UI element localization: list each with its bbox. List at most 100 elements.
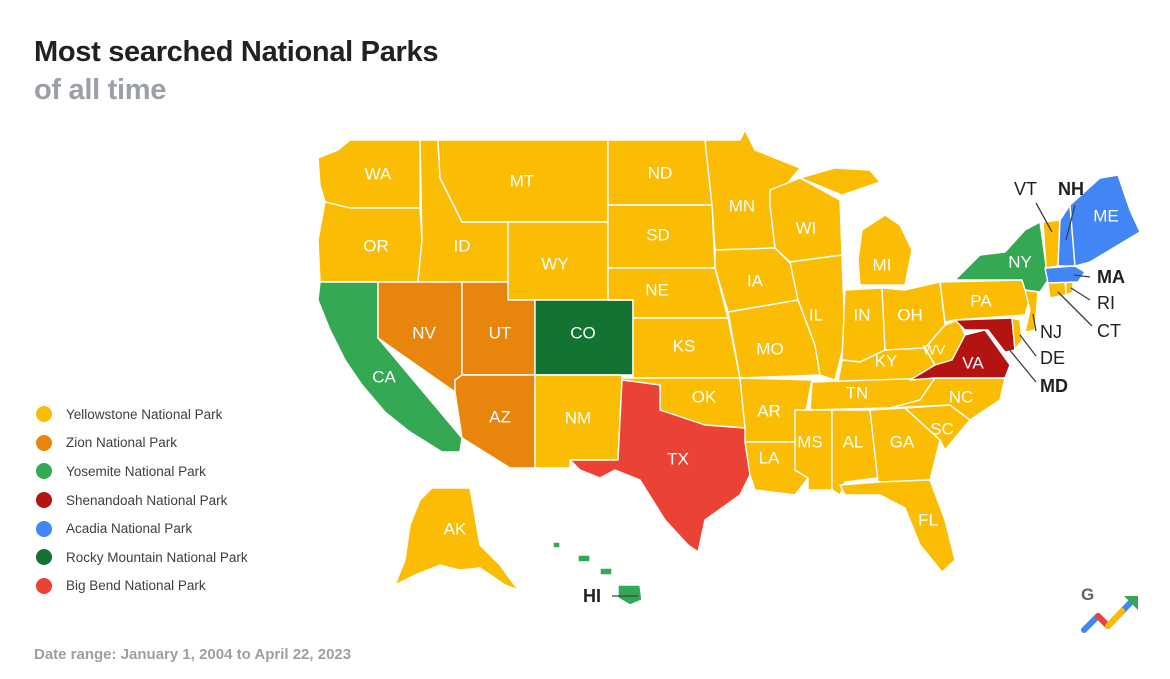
state-labels: WA OR CA ID NV MT WY UT AZ CO NM ND SD N… [363,163,1119,529]
state-nc[interactable] [889,377,1006,421]
legend-label: Yosemite National Park [66,463,206,479]
state-label-ak: AK [444,519,467,538]
state-label-ky: KY [875,351,898,370]
legend-swatch [36,492,52,509]
state-label-ga: GA [890,432,915,451]
state-label-il: IL [809,305,823,324]
state-label-oh: OH [897,305,923,324]
state-ak[interactable] [394,487,519,591]
outside-labels: VT NH MA RI CT NJ DE MD HI AK [444,179,1125,606]
state-label-sc: SC [930,419,954,438]
state-label-md: MD [1040,376,1068,396]
state-label-la: LA [759,448,780,467]
state-label-fl: FL [918,510,938,529]
legend-label: Shenandoah National Park [66,492,228,508]
legend: Yellowstone National Park Zion National … [36,400,248,600]
leader-md [1007,347,1037,383]
state-label-sd: SD [646,225,670,244]
state-label-wv: WV [923,342,946,358]
state-ma[interactable] [1044,265,1086,284]
state-label-nd: ND [648,163,673,182]
google-trends-logo: G [1081,585,1138,633]
state-label-tn: TN [846,383,869,402]
legend-label: Zion National Park [66,435,178,451]
states-layer [317,129,1141,606]
legend-label: Big Bend National Park [66,578,206,594]
state-label-va: VA [962,353,984,372]
state-label-ma: MA [1097,267,1125,287]
state-vt[interactable] [1042,219,1061,269]
legend-swatch [36,577,52,594]
state-nj[interactable] [1024,289,1039,333]
state-label-mt: MT [510,171,535,190]
legend-item: Yellowstone National Park [36,400,248,429]
state-label-tx: TX [667,449,689,468]
state-ny[interactable] [954,221,1049,293]
leader-ct [1057,291,1093,327]
page-subtitle: of all time [34,74,167,106]
legend-label: Rocky Mountain National Park [66,549,248,565]
legend-item: Rocky Mountain National Park [36,543,248,572]
leader-ma [1073,274,1091,278]
state-label-mn: MN [729,196,755,215]
state-label-ia: IA [747,271,764,290]
legend-swatch [36,406,52,423]
state-fl[interactable] [839,479,956,573]
state-label-nc: NC [949,387,974,406]
state-label-or: OR [363,236,389,255]
state-hi[interactable] [552,541,643,606]
state-label-nm: NM [565,408,591,427]
legend-label: Yellowstone National Park [66,406,223,422]
leader-vt [1035,202,1053,233]
leader-nh [1065,204,1076,241]
state-label-co: CO [570,323,596,342]
legend-item: Yosemite National Park [36,457,248,486]
state-label-ca: CA [372,367,396,386]
state-label-wa: WA [365,164,392,183]
date-range-footer: Date range: January 1, 2004 to April 22,… [34,646,352,663]
leader-ri [1070,287,1091,301]
page-title: Most searched National Parks [34,36,439,68]
state-label-ms: MS [797,432,823,451]
state-label-nj: NJ [1040,322,1062,342]
legend-swatch [36,549,52,566]
state-tx[interactable] [569,379,751,553]
state-label-ri: RI [1097,293,1115,313]
state-label-hi: HI [583,586,601,606]
state-me[interactable] [1069,174,1141,267]
state-label-ar: AR [757,401,781,420]
leader-lines [612,202,1093,597]
state-label-wi: WI [796,218,817,237]
state-label-ne: NE [645,280,669,299]
leader-nj [1032,313,1037,332]
state-il[interactable] [789,254,846,381]
state-label-pa: PA [970,291,992,310]
state-label-mo: MO [756,339,783,358]
state-label-ok: OK [692,387,717,406]
state-label-de: DE [1040,348,1065,368]
google-g-letter: G [1081,585,1094,604]
legend-label: Acadia National Park [66,521,193,537]
state-label-ks: KS [673,336,696,355]
legend-item: Acadia National Park [36,514,248,543]
state-label-nh: NH [1058,179,1084,199]
state-label-id: ID [454,236,471,255]
state-label-ny: NY [1008,252,1032,271]
state-label-vt: VT [1014,179,1037,199]
state-label-wy: WY [541,254,568,273]
state-label-me: ME [1093,206,1119,225]
legend-item: Zion National Park [36,429,248,458]
legend-item: Big Bend National Park [36,572,248,601]
leader-de [1019,334,1037,357]
state-ga[interactable] [869,407,941,483]
state-label-al: AL [843,432,864,451]
state-label-mi: MI [873,255,892,274]
state-mi[interactable] [799,167,913,286]
state-label-ut: UT [489,323,512,342]
state-label-ct: CT [1097,321,1121,341]
legend-swatch [36,434,52,451]
state-de[interactable] [1011,317,1023,351]
state-label-in: IN [854,305,871,324]
state-label-az: AZ [489,407,511,426]
